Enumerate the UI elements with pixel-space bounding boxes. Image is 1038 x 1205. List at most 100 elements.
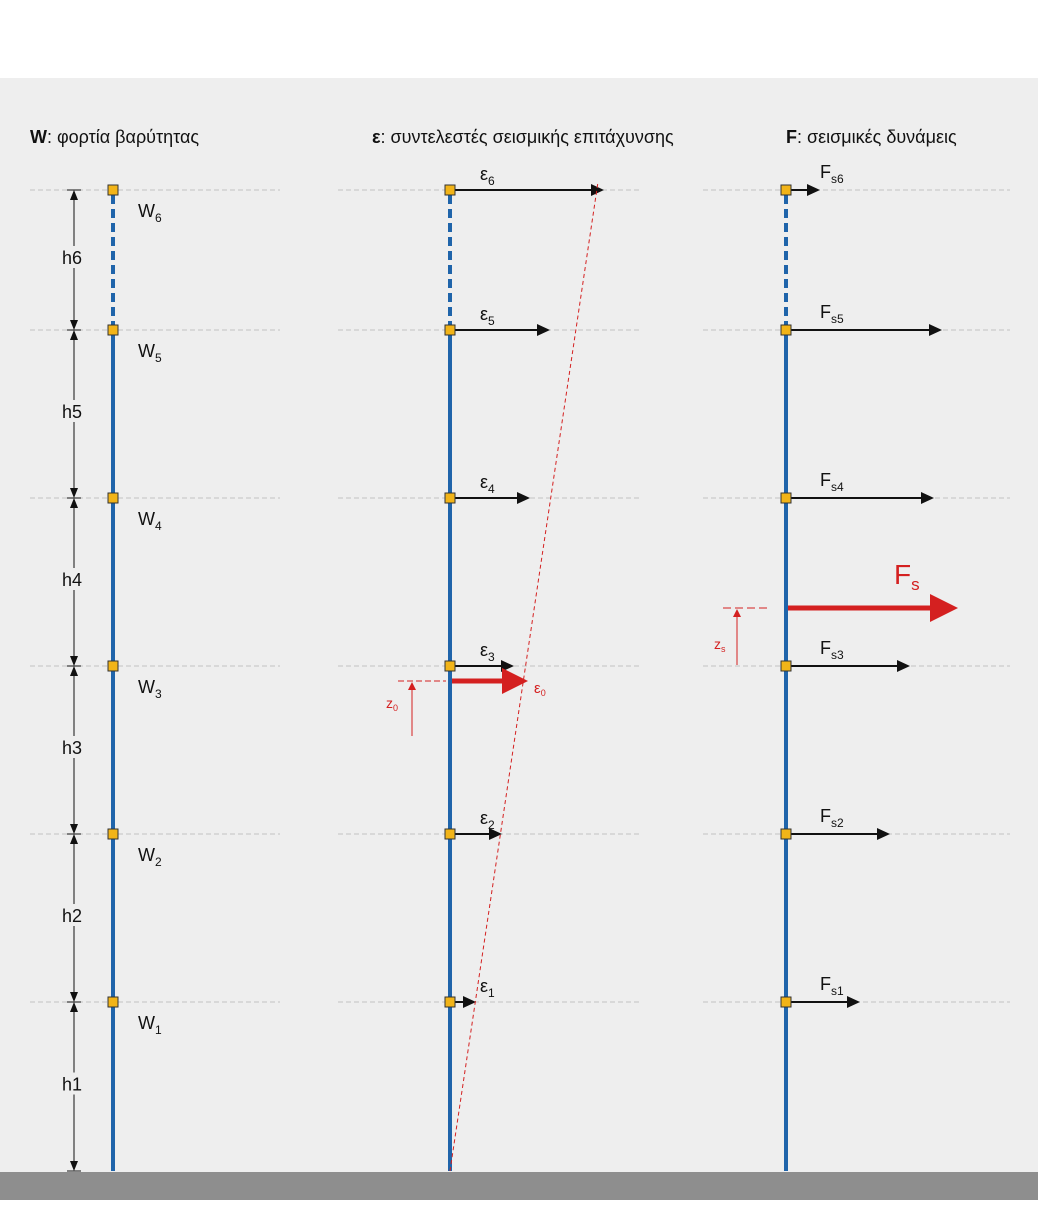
node-floor-3-panel-2	[444, 660, 456, 672]
eps-label-6: ε6	[480, 164, 495, 188]
panel-background	[0, 78, 1038, 1172]
dim-label-bg-3	[58, 736, 90, 758]
height-dimensions: h1 h2 h3 h4 h5 h6	[58, 189, 90, 1172]
zs-label: zs	[714, 636, 726, 654]
weight-label-3: W3	[138, 677, 162, 701]
eps-arrow-4-head	[517, 492, 530, 504]
force-arrow-2	[786, 828, 890, 840]
weight-label-4: W4	[138, 509, 162, 533]
force-label-3: Fs3	[820, 638, 844, 662]
floor-nodes	[107, 184, 792, 1008]
eps-arrow-5-head	[537, 324, 550, 336]
dim-label-bg-2	[58, 904, 90, 926]
eps-arrow-2-head	[489, 828, 502, 840]
dim-arrow-top-5	[70, 330, 78, 340]
dim-label-bg-6	[58, 246, 90, 268]
columns	[111, 190, 788, 1171]
force-label-4: Fs4	[820, 470, 844, 494]
eps0-label: ε0	[534, 680, 546, 698]
eps0-resultant-arrow-head	[502, 668, 528, 694]
resultant-group: z0 ε0 zs Fs	[386, 181, 958, 1172]
node-floor-4-panel-3	[780, 492, 792, 504]
force-arrow-2-head	[877, 828, 890, 840]
eps-label-5: ε5	[480, 304, 495, 328]
force-label-5: Fs5	[820, 302, 844, 326]
dim-arrow-bottom-3	[70, 824, 78, 834]
fs-resultant-arrow-head	[930, 594, 958, 622]
force-arrow-1	[786, 996, 860, 1008]
dim-arrow-top-3	[70, 666, 78, 676]
force-arrow-4	[786, 492, 934, 504]
dim-label-bg-5	[58, 400, 90, 422]
node-floor-1-panel-2	[444, 996, 456, 1008]
node-floor-2-panel-1	[107, 828, 119, 840]
floor-labels: W1 ε1 Fs1 W2 ε2 Fs2 W3 ε3 Fs3 W4 ε4 Fs4 W5 ε5 Fs5 W6 ε6 F…	[138, 162, 844, 1037]
node-floor-4-panel-2	[444, 492, 456, 504]
force-label-2: Fs2	[820, 806, 844, 830]
eps-label-2: ε2	[480, 808, 495, 832]
node-floor-1-panel-1	[107, 996, 119, 1008]
height-label-6: h6	[62, 248, 82, 268]
height-label-3: h3	[62, 738, 82, 758]
node-floor-6-panel-1	[107, 184, 119, 196]
acceleration-distribution-line	[449, 181, 599, 1172]
ground	[0, 1172, 1038, 1200]
eps-arrow-3-head	[501, 660, 514, 672]
weight-label-6: W6	[138, 201, 162, 225]
dim-arrow-top-2	[70, 834, 78, 844]
weight-label-1: W1	[138, 1013, 162, 1037]
dim-arrow-top-6	[70, 190, 78, 200]
eps-label-3: ε3	[480, 640, 495, 664]
weight-label-5: W5	[138, 341, 162, 365]
dim-arrow-bottom-4	[70, 656, 78, 666]
dim-label-bg-1	[58, 1072, 90, 1095]
height-label-4: h4	[62, 570, 82, 590]
eps-label-1: ε1	[480, 976, 495, 1000]
node-floor-6-panel-2	[444, 184, 456, 196]
height-label-1: h1	[62, 1075, 82, 1095]
node-floor-5-panel-1	[107, 324, 119, 336]
zs-dimension-arrowhead	[733, 609, 741, 617]
z0-label: z0	[386, 695, 398, 713]
node-floor-4-panel-1	[107, 492, 119, 504]
node-floor-3-panel-1	[107, 660, 119, 672]
force-arrow-4-head	[921, 492, 934, 504]
eps-arrow-4	[450, 492, 530, 504]
force-arrow-3-head	[897, 660, 910, 672]
dim-label-bg-4	[58, 568, 90, 590]
dim-arrow-bottom-2	[70, 992, 78, 1002]
eps-label-4: ε4	[480, 472, 495, 496]
fs-label: Fs	[894, 559, 920, 594]
eps-arrow-3	[450, 660, 514, 672]
eps-arrow-2	[450, 828, 502, 840]
node-floor-1-panel-3	[780, 996, 792, 1008]
eps0-resultant-arrow	[452, 668, 528, 694]
dim-arrow-top-1	[70, 1002, 78, 1012]
gravity-title: W: φορτία βαρύτητας	[30, 127, 199, 147]
dim-arrow-top-4	[70, 498, 78, 508]
node-floor-6-panel-3	[780, 184, 792, 196]
height-label-2: h2	[62, 906, 82, 926]
forces-title: F: σεισμικές δυνάμεις	[786, 127, 957, 147]
node-floor-5-panel-3	[780, 324, 792, 336]
force-arrow-1-head	[847, 996, 860, 1008]
force-arrow-5-head	[929, 324, 942, 336]
force-label-6: Fs6	[820, 162, 844, 186]
eps-arrow-6-head	[591, 184, 604, 196]
z0-dimension-arrowhead	[408, 682, 416, 690]
weight-label-2: W2	[138, 845, 162, 869]
node-floor-5-panel-2	[444, 324, 456, 336]
height-label-5: h5	[62, 402, 82, 422]
node-floor-3-panel-3	[780, 660, 792, 672]
force-arrow-3	[786, 660, 910, 672]
node-floor-2-panel-3	[780, 828, 792, 840]
force-arrow-5	[786, 324, 942, 336]
fs-resultant-arrow	[788, 594, 958, 622]
node-floor-2-panel-2	[444, 828, 456, 840]
force-label-1: Fs1	[820, 974, 844, 998]
eps-arrow-5	[450, 324, 550, 336]
force-arrow-6-head	[807, 184, 820, 196]
eps-arrow-1-head	[463, 996, 476, 1008]
dim-arrow-bottom-5	[70, 488, 78, 498]
